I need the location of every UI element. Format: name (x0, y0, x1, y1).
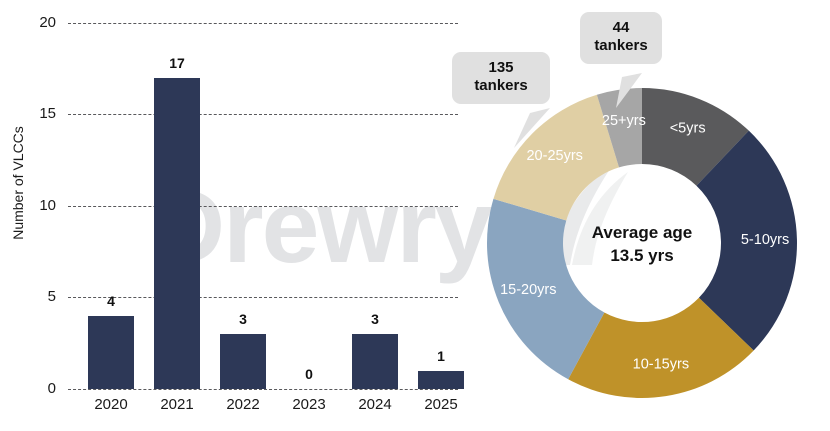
y-tick-label: 0 (47, 380, 56, 397)
slice-label-20-25yrs: 20-25yrs (526, 148, 582, 164)
callout-135-count: 135 (488, 59, 514, 76)
bar-value-2024: 3 (371, 311, 379, 327)
y-tick-label: 20 (39, 14, 56, 31)
bar-value-2023: 0 (305, 366, 313, 382)
callout-44-tankers[interactable]: 44 tankers (580, 12, 662, 64)
bar-2020[interactable] (88, 316, 134, 389)
gridline-5 (68, 297, 458, 298)
gridline-0 (68, 389, 458, 390)
donut-slice-5-10yrs[interactable] (696, 130, 797, 351)
x-tick-label-2022: 2022 (226, 396, 260, 413)
donut-slice-10-15yrs[interactable] (568, 297, 754, 398)
donut-center-annotation: Average age 13.5 yrs (592, 223, 692, 265)
x-tick-label-2025: 2025 (424, 396, 458, 413)
x-tick-label-2023: 2023 (292, 396, 326, 413)
x-tick-label-2024: 2024 (358, 396, 392, 413)
callout-135-tankers[interactable]: 135 tankers (452, 52, 550, 104)
donut-slice-15-20yrs[interactable] (487, 198, 605, 380)
bar-value-2021: 17 (169, 55, 185, 71)
bar-2024[interactable] (352, 334, 398, 389)
center-average-age-label: Average age (592, 223, 692, 242)
bar-2022[interactable] (220, 334, 266, 389)
callout-135-unit: tankers (474, 77, 528, 95)
x-tick-label-2021: 2021 (160, 396, 194, 413)
callout-44-count: 44 (612, 19, 630, 36)
donut-slice-lt5yrs[interactable] (642, 88, 749, 186)
bar-2025[interactable] (418, 371, 464, 389)
slice-label-15-20yrs: 15-20yrs (500, 282, 556, 298)
slice-label-5-10yrs: 5-10yrs (741, 232, 789, 248)
donut-slice-labels: <5yrs 5-10yrs 10-15yrs 15-20yrs 20-25yrs… (500, 113, 789, 372)
gridline-20 (68, 23, 458, 24)
gridline-15 (68, 114, 458, 115)
slice-label-lt5yrs: <5yrs (670, 121, 706, 137)
bar-chart: Number of VLCCs 20 15 10 5 0 4 17 3 0 3 … (10, 14, 464, 413)
bar-value-2022: 3 (239, 311, 247, 327)
callout-44-unit: tankers (594, 37, 648, 55)
bar-value-2020: 4 (107, 293, 115, 309)
center-average-age-value: 13.5 yrs (610, 246, 673, 265)
x-tick-label-2020: 2020 (94, 396, 128, 413)
donut-slice-20-25yrs[interactable] (493, 94, 620, 221)
slice-label-10-15yrs: 10-15yrs (633, 356, 689, 372)
bar-value-2025: 1 (437, 348, 445, 364)
y-tick-label: 15 (39, 105, 56, 122)
slice-label-25plusyrs: 25+yrs (602, 113, 646, 129)
y-tick-label: 10 (39, 197, 56, 214)
y-tick-label: 5 (47, 288, 56, 305)
bar-2021[interactable] (154, 78, 200, 389)
gridline-10 (68, 206, 458, 207)
